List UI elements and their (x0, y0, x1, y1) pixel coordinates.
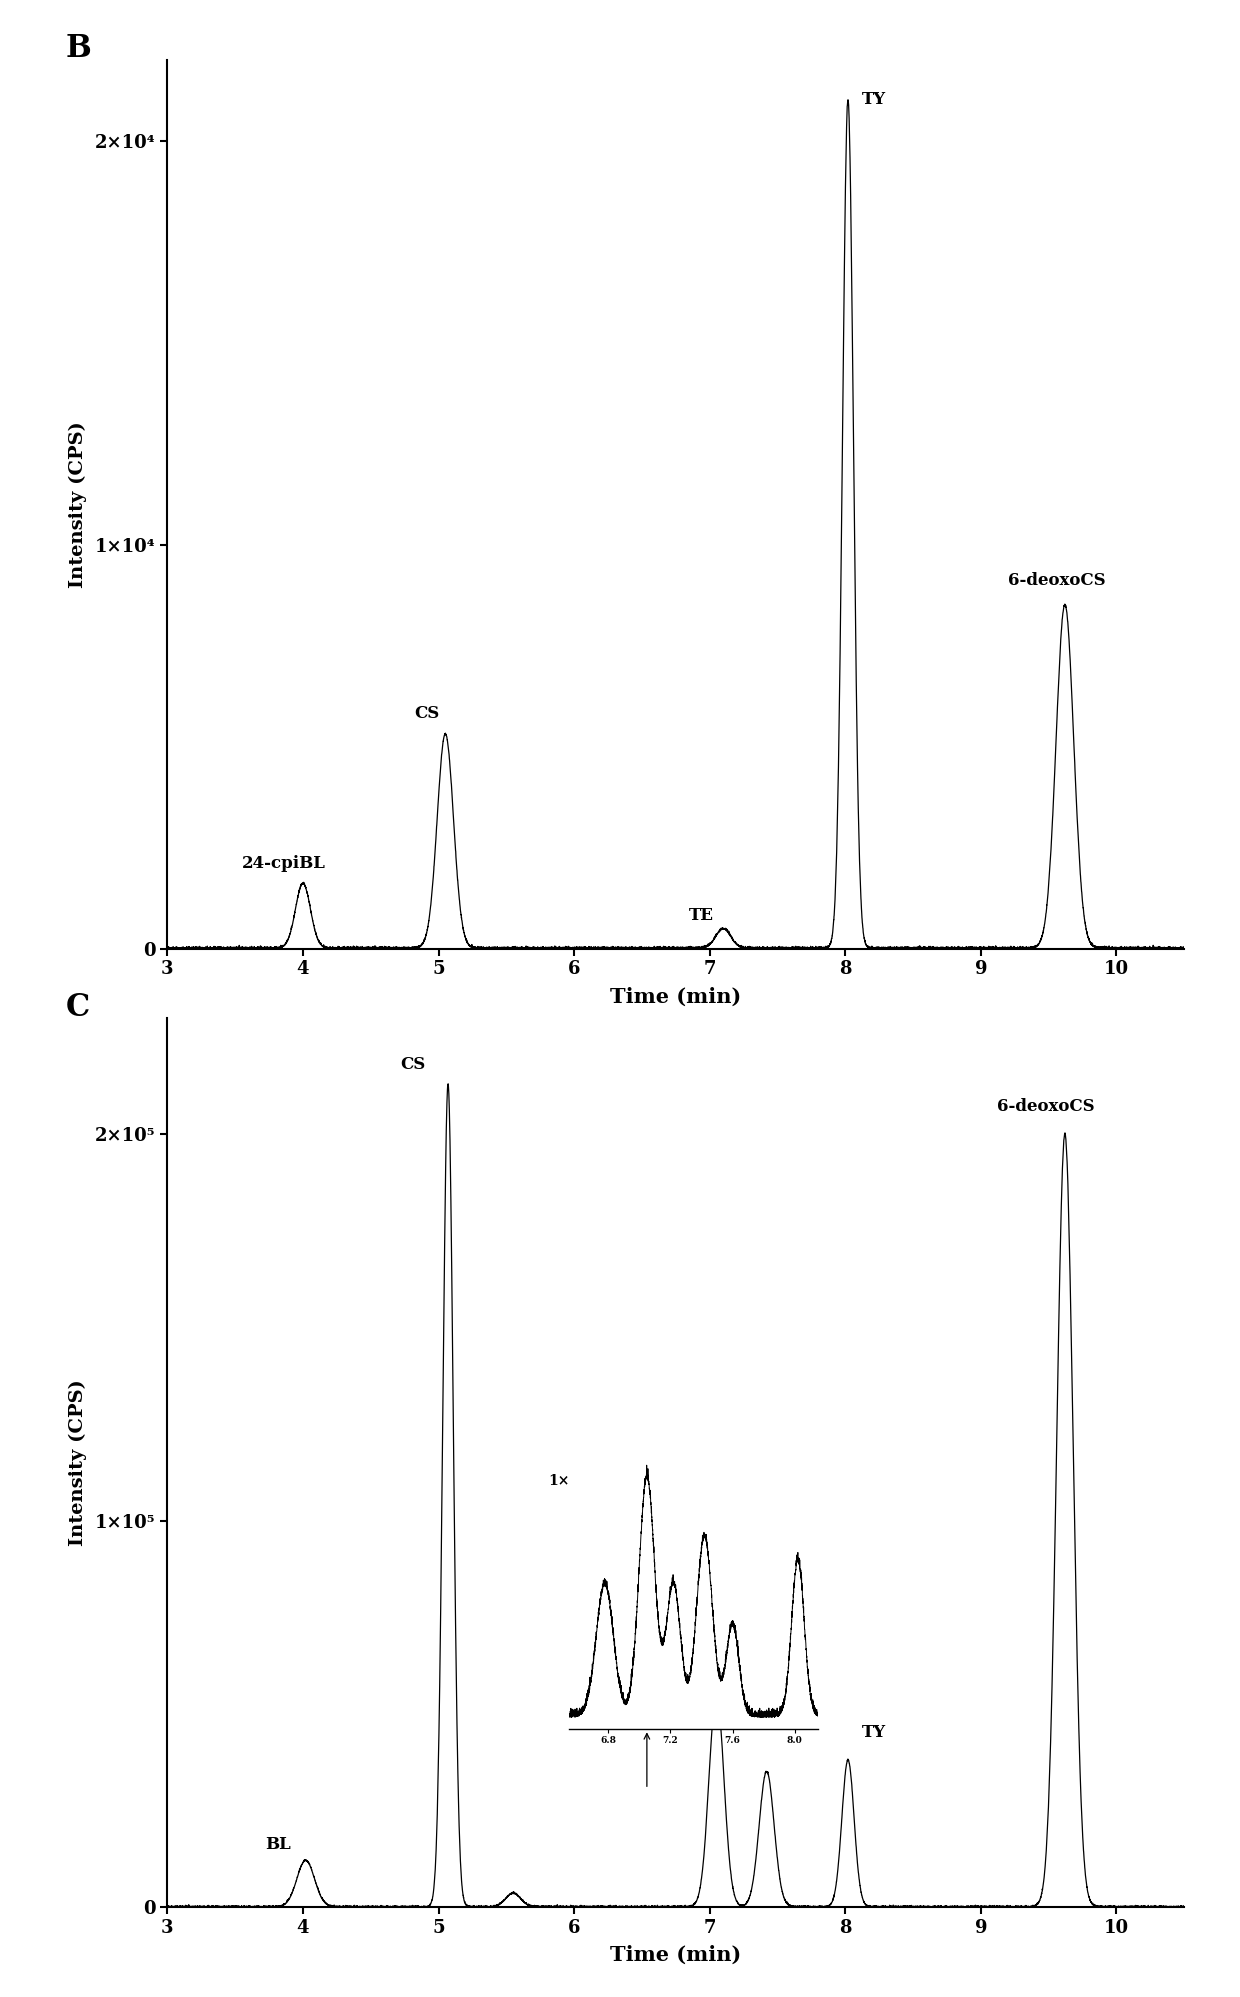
Text: 1×10³: 1×10³ (549, 1474, 595, 1488)
Text: 6-deoxoCS: 6-deoxoCS (1008, 571, 1106, 589)
Y-axis label: Intensity (CPS): Intensity (CPS) (68, 1380, 87, 1546)
Text: C: C (66, 993, 91, 1022)
Text: TY: TY (862, 92, 885, 108)
Text: 6-deoxoCS: 6-deoxoCS (997, 1098, 1095, 1114)
Y-axis label: Intensity (CPS): Intensity (CPS) (68, 421, 87, 587)
Text: TY: TY (862, 1723, 885, 1741)
Text: TE: TE (689, 907, 714, 925)
Text: CS: CS (414, 705, 439, 723)
Text: CS: CS (401, 1056, 425, 1072)
X-axis label: Time (min): Time (min) (610, 1945, 742, 1965)
Text: BL: BL (265, 1835, 290, 1853)
Text: 24-cpiBL: 24-cpiBL (242, 855, 326, 873)
Text: B: B (66, 34, 92, 64)
X-axis label: Time (min): Time (min) (610, 987, 742, 1006)
Text: TE: TE (672, 1612, 697, 1630)
